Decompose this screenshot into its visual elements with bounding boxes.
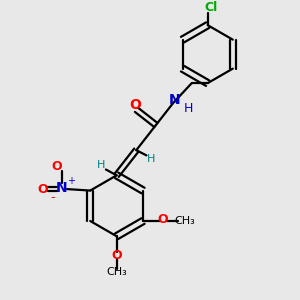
- Text: H: H: [183, 102, 193, 115]
- Text: +: +: [68, 176, 75, 186]
- Text: O: O: [38, 183, 48, 196]
- Text: N: N: [169, 93, 180, 107]
- Text: -: -: [50, 191, 55, 204]
- Text: Cl: Cl: [204, 1, 217, 14]
- Text: O: O: [157, 213, 168, 226]
- Text: CH₃: CH₃: [106, 267, 127, 277]
- Text: O: O: [111, 249, 122, 262]
- Text: H: H: [147, 154, 156, 164]
- Text: O: O: [51, 160, 62, 173]
- Text: O: O: [129, 98, 141, 112]
- Text: H: H: [97, 160, 105, 170]
- Text: N: N: [56, 181, 68, 195]
- Text: CH₃: CH₃: [175, 216, 196, 226]
